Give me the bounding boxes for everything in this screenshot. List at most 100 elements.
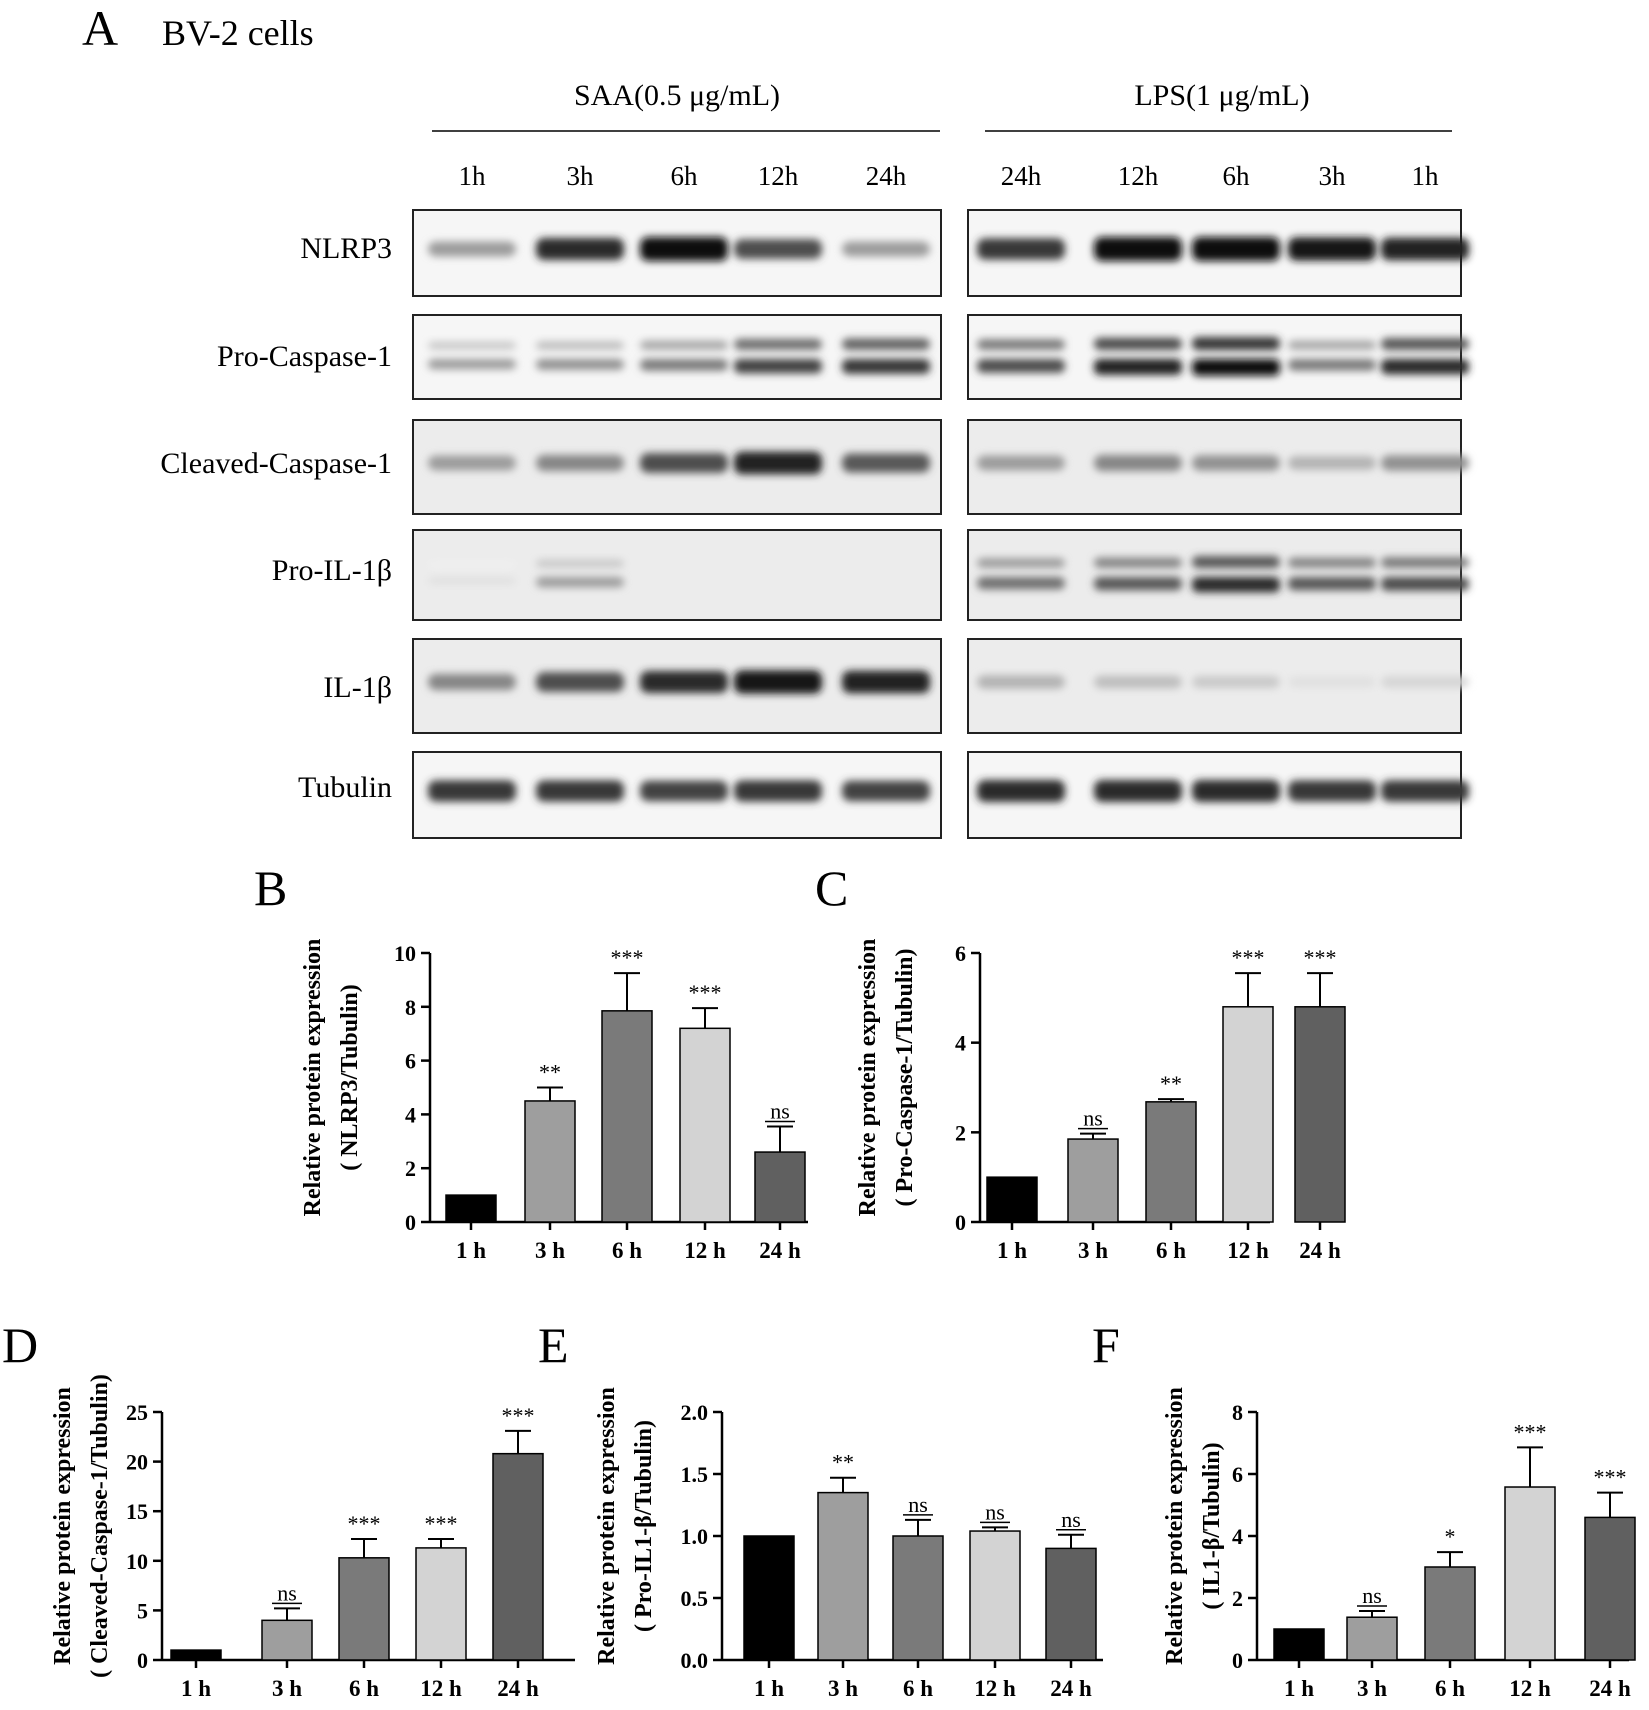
- y-tick-label: 0: [1232, 1648, 1243, 1673]
- group-label-saa: SAA(0.5 μg/mL): [574, 79, 780, 112]
- blot-band: [842, 780, 930, 802]
- blot-band: [977, 455, 1065, 471]
- blot-band-upper: [428, 341, 516, 350]
- blot-band: [734, 780, 822, 802]
- blot-band: [977, 238, 1065, 260]
- x-tick-label: 6 h: [1435, 1676, 1465, 1701]
- blot-band: [536, 359, 624, 370]
- x-tick-label: 24 h: [1050, 1676, 1092, 1701]
- x-tick-label: 12 h: [684, 1238, 726, 1263]
- y-tick-label: 2.0: [681, 1400, 709, 1425]
- y-tick-label: 1.5: [681, 1462, 709, 1487]
- bar: [743, 1535, 795, 1661]
- significance-label: ns: [985, 1499, 1005, 1524]
- blot-band: [842, 241, 930, 257]
- blot-band: [842, 359, 930, 374]
- blot-frame: [412, 314, 942, 400]
- panel-letter: D: [2, 1317, 38, 1373]
- y-tick-label: 6: [1232, 1462, 1243, 1487]
- blot-band: [1192, 237, 1280, 261]
- significance-label: ***: [1514, 1419, 1547, 1444]
- blot-band: [536, 454, 624, 472]
- blot-band: [1094, 780, 1182, 802]
- x-tick-label: 3 h: [272, 1676, 302, 1701]
- y-tick-label: 2: [1232, 1586, 1243, 1611]
- panel-letter: B: [254, 860, 287, 916]
- x-tick-label: 6 h: [612, 1238, 642, 1263]
- chart-panel-f: F Relative protein expression ( IL1-β/Tubu…: [1092, 1317, 1636, 1701]
- bar: [1346, 1616, 1398, 1661]
- x-tick-label: 12 h: [1509, 1676, 1551, 1701]
- significance-label: ***: [1594, 1465, 1627, 1490]
- x-tick-label: 3 h: [1357, 1676, 1387, 1701]
- bar: [986, 1176, 1038, 1223]
- x-tick-label: 3 h: [1078, 1238, 1108, 1263]
- significance-label: **: [832, 1450, 854, 1475]
- bar: [1273, 1628, 1325, 1661]
- blot-band: [536, 780, 624, 802]
- blot-frame: [967, 314, 1462, 400]
- bar: [1504, 1486, 1556, 1661]
- protein-label: NLRP3: [300, 232, 392, 265]
- bar: [1584, 1516, 1636, 1661]
- y-tick-label: 4: [405, 1102, 416, 1127]
- blot-band: [1288, 456, 1376, 470]
- significance-label: ***: [348, 1511, 381, 1536]
- y-tick-label: 2: [955, 1120, 966, 1145]
- blot-band-upper: [977, 558, 1065, 568]
- significance-label: ns: [1362, 1583, 1382, 1608]
- panel-a-title: BV-2 cells: [162, 13, 314, 53]
- y-axis-label: Relative protein expression: [50, 1387, 76, 1665]
- blot-band: [1094, 359, 1182, 375]
- protein-label: Pro-IL-1β: [272, 554, 392, 587]
- y-tick-label: 5: [137, 1598, 148, 1623]
- blot-frame: [967, 529, 1462, 621]
- significance-label: **: [1160, 1071, 1182, 1096]
- blot-band-upper: [842, 338, 930, 351]
- blot-band: [1094, 454, 1182, 472]
- blot-band: [842, 453, 930, 473]
- significance-label: ***: [425, 1511, 458, 1536]
- y-axis-label-2: ( IL1-β/Tubulin): [1199, 1442, 1225, 1609]
- blot-band-upper: [640, 340, 728, 350]
- time-label: 6h: [1223, 161, 1251, 191]
- blot-band: [1094, 237, 1182, 261]
- protein-label: Tubulin: [298, 771, 392, 804]
- time-label: 12h: [1118, 161, 1159, 191]
- blot-band-upper: [1094, 557, 1182, 568]
- blot-band: [1381, 780, 1469, 802]
- significance-label: ns: [1061, 1507, 1081, 1532]
- blot-band: [428, 455, 516, 471]
- blot-band: [1094, 675, 1182, 689]
- blot-band-upper: [1288, 340, 1376, 350]
- significance-label: ***: [689, 980, 722, 1005]
- blot-band: [536, 672, 624, 692]
- x-tick-label: 6 h: [349, 1676, 379, 1701]
- blot-band: [1192, 455, 1280, 471]
- blot-band: [1094, 577, 1182, 591]
- y-tick-label: 4: [955, 1031, 966, 1056]
- y-tick-label: 8: [405, 995, 416, 1020]
- bar: [1294, 1006, 1346, 1223]
- time-label: 1h: [1412, 161, 1440, 191]
- bar: [1045, 1547, 1097, 1661]
- y-axis-label: Relative protein expression: [1162, 1387, 1188, 1665]
- significance-label: **: [539, 1060, 561, 1085]
- blot-band: [1192, 577, 1280, 593]
- y-axis-label: Relative protein expression: [855, 939, 881, 1217]
- chart-panel-e: E Relative protein expression ( Pro-IL1-β/…: [538, 1317, 1103, 1701]
- y-axis-label: Relative protein expression: [594, 1387, 620, 1665]
- blot-band: [977, 359, 1065, 373]
- y-tick-label: 0: [405, 1210, 416, 1235]
- time-label: 3h: [567, 161, 595, 191]
- x-tick-label: 12 h: [974, 1676, 1016, 1701]
- protein-label: Pro-Caspase-1: [217, 340, 392, 373]
- y-tick-label: 15: [126, 1499, 148, 1524]
- group-label-lps: LPS(1 μg/mL): [1134, 79, 1309, 112]
- y-axis-label-2: ( NLRP3/Tubulin): [337, 984, 363, 1171]
- blot-band: [1381, 676, 1469, 688]
- significance-label: ***: [1232, 945, 1265, 970]
- x-tick-label: 24 h: [1299, 1238, 1341, 1263]
- significance-label: ***: [1304, 945, 1337, 970]
